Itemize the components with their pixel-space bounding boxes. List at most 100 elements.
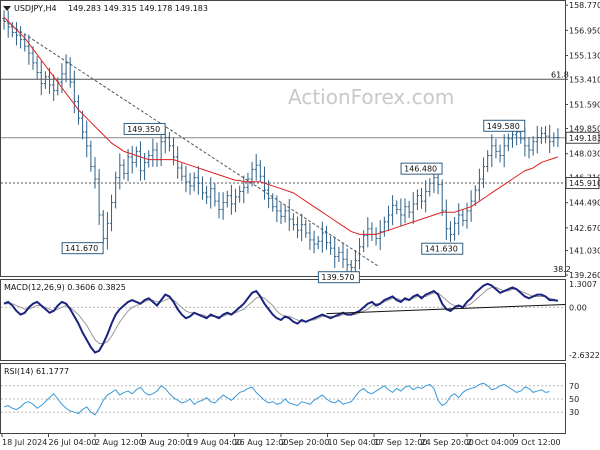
price-tick-label-9: 142.670 [569,224,600,233]
price-tick-label-8: 144.490 [569,199,600,208]
date-tick-label-5: 26 Aug 12:00 [235,438,289,447]
price-bar-58 [242,175,246,204]
rsi-tick-label-1: 50 [569,395,579,404]
annotation-text-2: 139.570 [321,273,354,282]
price-bar-29 [122,159,126,180]
price-tag-box-1 [565,177,600,190]
price-bar-74 [308,222,312,250]
price-bar-72 [300,213,304,242]
price-bar-102 [424,180,428,213]
price-bar-114 [473,185,477,207]
price-bar-12 [52,74,56,101]
price-bar-47 [196,166,200,195]
price-panel-frame [0,0,566,277]
price-bar-46 [192,172,196,192]
price-bar-75 [312,230,316,254]
price-bar-95 [395,200,399,215]
price-bar-65 [271,193,275,212]
price-tick-label-5: 149.850 [569,125,600,134]
fib-382-label: 38.2 [553,265,571,274]
price-tick-label-3: 153.410 [569,75,600,84]
price-bar-41 [171,137,176,166]
price-bar-22 [93,157,97,189]
price-bar-98 [407,200,411,219]
rsi-panel-frame [0,363,566,434]
price-bar-31 [130,145,134,174]
price-bar-43 [180,163,184,182]
price-bar-122 [506,133,510,152]
price-bar-78 [324,225,329,250]
price-bar-97 [403,198,407,224]
price-bar-113 [469,190,473,222]
price-bar-89 [370,222,374,241]
price-bar-111 [461,209,465,227]
price-tick-label-1: 156.950 [569,26,600,35]
moving-average-line [3,16,559,235]
price-bar-49 [205,185,209,204]
price-bar-54 [225,190,229,208]
date-tick-label-3: 9 Aug 20:00 [142,438,191,447]
price-bar-34 [143,152,147,181]
price-bar-94 [391,195,395,226]
price-bar-99 [411,192,415,224]
macd-panel-frame [0,279,566,361]
price-bar-133 [552,132,556,147]
price-bar-115 [477,168,481,201]
annotation-3: 146.480 [400,162,443,175]
price-bar-91 [378,220,382,250]
price-bar-30 [126,148,130,182]
price-bar-25 [105,212,109,250]
price-bar-28 [118,153,122,190]
price-bar-69 [287,199,291,231]
macd-layer [1,282,566,354]
price-layer: 61.8 149.350 141.670 139.570 146.480 141.630 1… [1,10,569,284]
price-bar-8 [35,56,39,80]
price-bar-88 [366,217,370,248]
price-bar-134 [556,128,560,148]
price-bar-108 [448,221,453,242]
annotation-text-5: 149.580 [487,122,520,131]
rsi-tick-label-0: 70 [569,382,579,391]
date-tick-label-6: 2 Sep 20:00 [281,438,329,447]
price-bar-73 [304,219,308,238]
price-bar-10 [43,71,47,89]
annotation-text-0: 149.350 [127,125,160,134]
price-bar-59 [246,172,250,194]
price-bar-50 [209,177,213,209]
price-bar-84 [349,259,353,273]
price-bar-107 [444,199,448,241]
price-bar-86 [357,238,362,270]
price-bar-0 [2,10,6,30]
date-tick-label-10: 2 Oct 04:00 [467,438,514,447]
price-bar-128 [531,136,535,156]
price-bar-119 [494,138,498,159]
annotation-2: 139.570 [317,271,360,284]
price-bar-116 [481,157,486,189]
date-tick-label-2: 2 Aug 12:00 [95,438,144,447]
price-bar-36 [151,138,155,167]
price-bar-32 [134,146,138,168]
price-bar-44 [184,165,188,193]
price-bar-17 [72,70,76,114]
price-bar-110 [457,203,461,236]
annotation-text-4: 141.630 [425,245,458,254]
dropdown-triangle-icon[interactable] [3,6,11,11]
price-bar-93 [386,205,391,232]
price-tick-label-6: 148.030 [569,150,600,159]
price-bar-35 [147,150,151,168]
price-bar-112 [465,202,469,229]
price-bar-38 [159,135,163,167]
price-bar-79 [329,236,333,255]
price-bar-129 [535,125,539,154]
price-bar-45 [188,172,192,195]
price-bar-6 [27,34,31,65]
price-bar-106 [440,179,444,216]
annotation-box-1 [61,242,104,255]
price-tick-label-11: 139.260 [569,271,600,280]
watermark: ActionForex.com [288,85,454,109]
price-tick-label-0: 158.770 [569,1,600,10]
fib-label-0: 61.8 [551,70,569,79]
price-bar-126 [523,128,527,157]
rsi-line [3,382,550,416]
